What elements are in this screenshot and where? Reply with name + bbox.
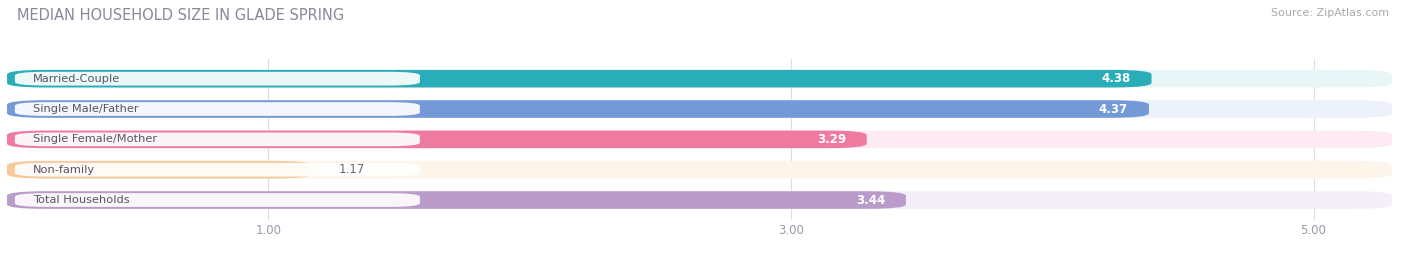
Text: 3.29: 3.29	[817, 133, 846, 146]
FancyBboxPatch shape	[7, 161, 1392, 178]
Text: Single Female/Mother: Single Female/Mother	[34, 134, 157, 144]
FancyBboxPatch shape	[15, 132, 420, 146]
Text: Single Male/Father: Single Male/Father	[34, 104, 139, 114]
FancyBboxPatch shape	[7, 191, 905, 209]
Text: MEDIAN HOUSEHOLD SIZE IN GLADE SPRING: MEDIAN HOUSEHOLD SIZE IN GLADE SPRING	[17, 8, 344, 23]
Text: 1.17: 1.17	[339, 163, 366, 176]
Text: 4.37: 4.37	[1099, 103, 1128, 116]
FancyBboxPatch shape	[15, 102, 420, 116]
Text: Total Households: Total Households	[34, 195, 129, 205]
FancyBboxPatch shape	[15, 193, 420, 207]
FancyBboxPatch shape	[7, 100, 1149, 118]
FancyBboxPatch shape	[7, 70, 1392, 87]
Text: Non-family: Non-family	[34, 165, 96, 175]
FancyBboxPatch shape	[7, 161, 312, 178]
Text: Married-Couple: Married-Couple	[34, 74, 121, 84]
Text: Source: ZipAtlas.com: Source: ZipAtlas.com	[1271, 8, 1389, 18]
FancyBboxPatch shape	[15, 163, 420, 177]
FancyBboxPatch shape	[7, 131, 866, 148]
Text: 4.38: 4.38	[1101, 72, 1130, 85]
FancyBboxPatch shape	[15, 72, 420, 85]
FancyBboxPatch shape	[7, 70, 1152, 87]
FancyBboxPatch shape	[7, 191, 1392, 209]
Text: 3.44: 3.44	[856, 193, 884, 207]
FancyBboxPatch shape	[7, 131, 1392, 148]
FancyBboxPatch shape	[7, 100, 1392, 118]
